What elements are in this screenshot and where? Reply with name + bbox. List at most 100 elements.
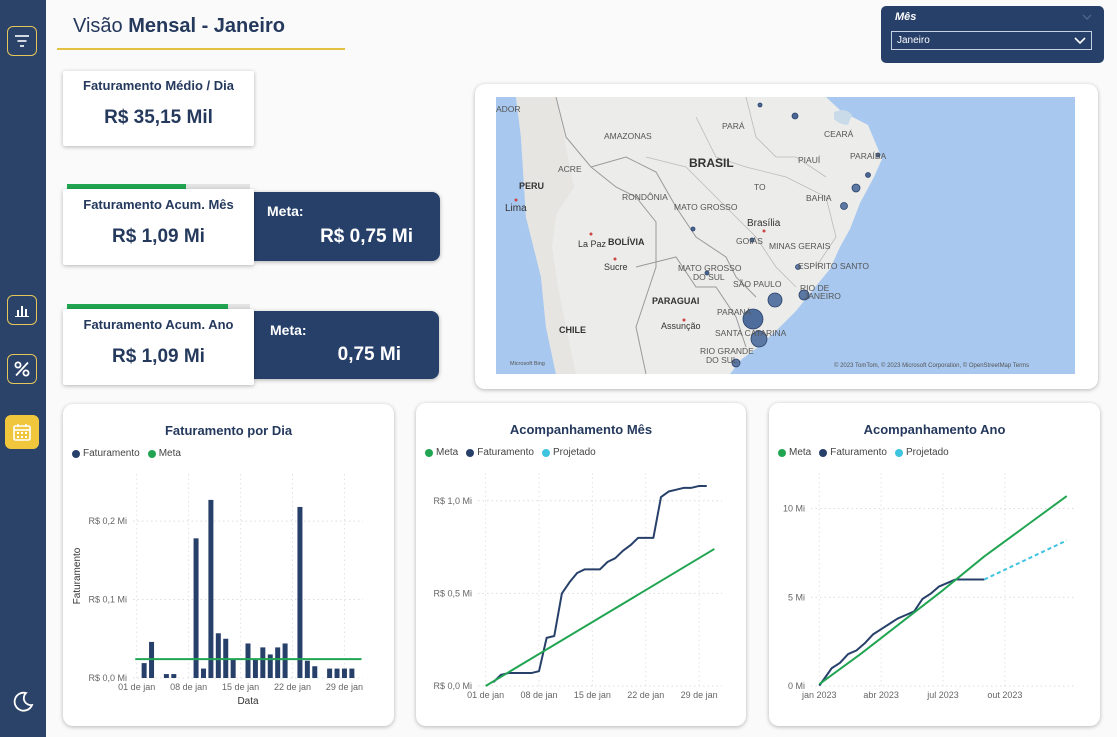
legend-label: Faturamento <box>83 448 140 459</box>
daily-chart-title: Faturamento por Dia <box>164 423 293 438</box>
bar <box>163 674 169 678</box>
month-chart-title: Acompanhamento Mês <box>509 422 653 437</box>
series-line-projetado <box>983 539 1068 581</box>
bar <box>193 538 199 678</box>
year-line-chart[interactable]: 0 Mi 5 Mi 10 Mi jan 2023 abr 2023 jul 2023 out… <box>769 403 1100 726</box>
month-select-value: Janeiro <box>897 35 930 46</box>
bar <box>275 647 281 678</box>
map-label-rio-2: JANEIRO <box>804 291 841 301</box>
map-bubbles <box>690 102 881 368</box>
map-label-lima: Lima <box>505 203 527 214</box>
map-bing-logo: Microsoft Bing <box>510 361 545 367</box>
map-label-santa-catarina: SANTA CATARINA <box>715 328 787 338</box>
bar <box>171 674 177 678</box>
x-tick-label: 08 de jan <box>170 682 207 692</box>
map-label-espirito: ESPÍRITO SANTO <box>798 261 869 271</box>
month-line-chart[interactable]: R$ 0,0 Mi R$ 0,5 Mi R$ 1,0 Mi 01 de jan 08 d… <box>416 403 746 726</box>
legend-item[interactable]: Meta <box>147 448 181 459</box>
filter-menu-button[interactable] <box>7 26 37 56</box>
legend-item[interactable]: Meta <box>778 447 811 458</box>
legend-dot <box>72 449 80 458</box>
kpi-year-card: Faturamento Acum. Ano R$ 1,09 Mi <box>63 309 254 385</box>
kpi-year-value: R$ 1,09 Mi <box>112 346 205 367</box>
x-tick-label: out 2023 <box>987 690 1022 700</box>
legend-label: Projetado <box>552 447 596 458</box>
map-label-piaui: PIAUÍ <box>798 155 821 165</box>
legend-dot <box>778 448 786 457</box>
month-filter-label: Mês <box>895 11 917 23</box>
legend-label: Meta <box>789 447 812 458</box>
moon-icon[interactable] <box>11 690 35 714</box>
y-tick-label: R$ 0,1 Mi <box>88 595 127 605</box>
series-line-faturamento <box>492 484 707 684</box>
map-label-brasil: BRASIL <box>689 156 734 170</box>
y-tick-label: 5 Mi <box>788 592 805 602</box>
map-label-goias: GOIÁS <box>736 236 763 246</box>
bar <box>208 499 214 678</box>
legend-label: Meta <box>436 447 459 458</box>
daily-chart-legend: Faturamento Meta <box>72 448 181 459</box>
legend-dot <box>425 448 433 457</box>
month-meta-label: Meta: <box>267 203 304 219</box>
map-label-mato-grosso-sul-2: DO SUL <box>693 272 725 282</box>
map-label-rio-1: RIO DE <box>800 283 830 293</box>
bar <box>267 654 273 678</box>
map-attribution[interactable]: © 2023 TomTom, © 2023 Microsoft Corporat… <box>834 362 1029 369</box>
bar <box>282 643 288 678</box>
y-tick-label: R$ 1,0 Mi <box>433 496 472 506</box>
x-axis-label: Data <box>237 696 259 707</box>
year-meta-label: Meta: <box>270 322 307 338</box>
month-chart-legend: Meta Faturamento Projetado <box>425 447 596 458</box>
month-select[interactable]: Janeiro <box>891 31 1092 50</box>
map-label-la-paz: La Paz <box>578 239 607 249</box>
map-label-acre: ACRE <box>558 164 582 174</box>
map-label-ceara: CEARÁ <box>824 129 854 139</box>
x-tick-label: 29 de jan <box>681 690 718 700</box>
bar <box>327 668 333 678</box>
y-tick-label: R$ 0,2 Mi <box>88 516 127 526</box>
percent-page-button[interactable] <box>7 354 37 384</box>
year-chart-title: Acompanhamento Ano <box>863 422 1006 437</box>
daily-bar-chart[interactable]: R$ 0,0 Mi R$ 0,1 Mi R$ 0,2 Mi 01 de jan 08 d… <box>63 404 394 726</box>
map-label-paraiba: PARAÍBA <box>850 151 887 161</box>
chevron-down-icon <box>1074 37 1086 45</box>
month-chart-card: Acompanhamento Mês Meta Faturamento Proj… <box>416 403 746 726</box>
legend-item[interactable]: Projetado <box>541 447 596 458</box>
legend-item[interactable]: Faturamento <box>819 447 887 458</box>
legend-label: Faturamento <box>830 447 887 458</box>
legend-dot <box>894 448 903 457</box>
year-meta-box: Meta: 0,75 Mi <box>254 311 439 379</box>
legend-dot <box>147 449 156 458</box>
map-label-brasilia: Brasília <box>747 218 781 229</box>
bar <box>341 668 347 678</box>
map-label-ador: ADOR <box>496 104 521 114</box>
chevron-down-icon[interactable] <box>1082 14 1092 20</box>
map-label-minas: MINAS GERAIS <box>769 241 831 251</box>
legend-label: Faturamento <box>477 447 534 458</box>
month-meta-value: R$ 0,75 Mi <box>320 226 413 247</box>
legend-item[interactable]: Faturamento <box>466 447 534 458</box>
legend-item[interactable]: Meta <box>425 447 458 458</box>
legend-dot <box>819 448 828 457</box>
kpi-month-value: R$ 1,09 Mi <box>112 226 205 247</box>
legend-dot <box>541 448 550 457</box>
legend-item[interactable]: Faturamento <box>72 448 140 459</box>
sidebar <box>0 0 46 737</box>
calendar-page-button[interactable] <box>5 415 39 449</box>
kpi-month-card: Faturamento Acum. Mês R$ 1,09 Mi <box>63 189 254 265</box>
brazil-map[interactable]: ADOR AMAZONAS PARÁ CEARÁ PIAUÍ PARAÍBA B… <box>496 97 1075 374</box>
bar <box>230 659 236 678</box>
x-tick-label: 01 de jan <box>467 690 504 700</box>
x-tick-label: 22 de jan <box>627 690 664 700</box>
y-tick-label: R$ 0,0 Mi <box>88 673 127 683</box>
y-tick-label: 0 Mi <box>788 681 805 691</box>
legend-item[interactable]: Projetado <box>894 447 949 458</box>
chart-page-button[interactable] <box>7 295 37 325</box>
month-meta-box: Meta: R$ 0,75 Mi <box>254 192 440 261</box>
series-line-meta <box>485 548 715 687</box>
year-chart-card: Acompanhamento Ano Meta Faturamento Proj… <box>769 403 1100 726</box>
map-label-mato-grosso: MATO GROSSO <box>674 202 738 212</box>
map-label-rondonia: RONDÔNIA <box>622 192 668 202</box>
map-label-sucre: Sucre <box>604 262 628 272</box>
x-tick-label: 22 de jan <box>274 682 311 692</box>
